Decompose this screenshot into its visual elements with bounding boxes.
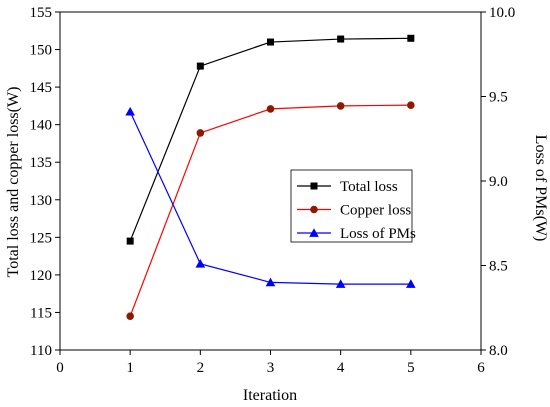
legend-label: Loss of PMs: [340, 226, 416, 242]
y-left-tick-label: 155: [30, 5, 53, 21]
data-point: [337, 35, 345, 43]
legend-item: Loss of PMs: [297, 226, 416, 242]
data-point: [125, 106, 135, 116]
x-tick-label: 4: [337, 360, 345, 376]
x-tick-label: 2: [197, 360, 205, 376]
x-tick-label: 6: [477, 360, 485, 376]
data-point: [126, 237, 134, 245]
data-point: [336, 102, 345, 110]
data-point: [195, 259, 206, 268]
x-tick-label: 0: [56, 360, 64, 376]
data-point: [126, 312, 134, 321]
legend: Total loss Copper loss Loss of PMs: [290, 169, 416, 243]
data-point: [196, 62, 204, 70]
y-left-tick-label: 130: [30, 193, 53, 209]
data-point: [267, 38, 274, 46]
data-point: [407, 34, 415, 42]
series-total-loss: [126, 34, 415, 245]
legend-label: Total loss: [340, 179, 398, 195]
data-point: [406, 279, 416, 288]
legend-marker: [310, 182, 318, 190]
y-axis-right-title: Loss of PMs(W): [532, 135, 549, 242]
legend-label: Copper loss: [340, 203, 411, 219]
legend-marker: [309, 228, 319, 237]
y-right-tick-label: 8.0: [489, 343, 508, 359]
legend-marker: [310, 205, 318, 214]
legend-box: [290, 169, 413, 243]
series-loss-of-pms: [125, 106, 416, 288]
legend-item: Copper loss: [297, 203, 411, 219]
data-point: [196, 129, 205, 137]
y-right-tick-label: 9.0: [489, 174, 508, 190]
y-left-tick-label: 150: [30, 43, 53, 59]
x-tick-label: 1: [126, 360, 134, 376]
y-left-tick-label: 115: [30, 305, 52, 321]
y-left-tick-label: 125: [30, 230, 53, 246]
y-left-tick-label: 145: [30, 80, 53, 96]
data-point: [266, 105, 275, 113]
y-right-tick-label: 10.0: [489, 5, 515, 21]
y-right-tick-label: 8.5: [489, 259, 508, 275]
data-point: [265, 277, 276, 287]
x-tick-label: 5: [407, 360, 415, 376]
y-left-tick-label: 140: [30, 118, 53, 134]
series-copper-loss: [126, 101, 415, 321]
y-right-tick-label: 9.5: [489, 90, 508, 106]
x-tick-label: 3: [267, 360, 275, 376]
x-axis-title: Iteration: [243, 387, 297, 404]
plot-frame: [59, 11, 482, 351]
legend-item: Total loss: [297, 179, 398, 195]
y-left-tick-label: 135: [30, 155, 53, 171]
y-left-tick-label: 110: [30, 343, 52, 359]
y-axis-left-title: Total loss and copper loss(W): [5, 87, 22, 278]
data-point: [335, 279, 346, 288]
data-point: [407, 101, 415, 109]
y-left-tick-label: 120: [30, 268, 53, 284]
